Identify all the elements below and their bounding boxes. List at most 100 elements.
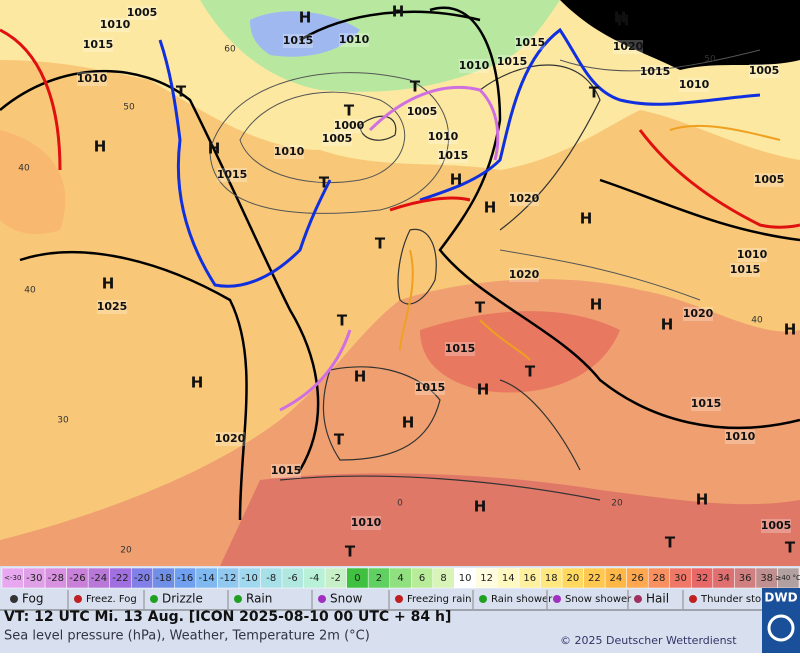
label-halo <box>683 307 713 321</box>
scale-label: 38 <box>760 573 773 584</box>
scale-label: -12 <box>220 573 236 584</box>
isobar-label: 1010 <box>737 248 768 261</box>
grid-label: 50 <box>704 55 716 65</box>
low-center: T <box>525 363 536 381</box>
scale-label: -10 <box>242 573 258 584</box>
scale-label: 20 <box>566 573 579 584</box>
scale-label: -8 <box>266 573 276 584</box>
high-center: H <box>402 414 415 432</box>
label-halo <box>679 78 709 92</box>
isobar-label: 1020 <box>683 307 714 320</box>
scale-label: -22 <box>112 573 128 584</box>
label-halo <box>737 248 767 262</box>
label-halo <box>509 268 539 282</box>
high-center: H <box>696 491 709 509</box>
isobar-label: 1010 <box>339 33 370 46</box>
coastlines <box>279 64 601 501</box>
isobar-label: 1015 <box>445 342 476 355</box>
weather-symbol <box>479 595 487 603</box>
high-center: H <box>617 12 630 30</box>
low-center: T <box>345 543 356 561</box>
low-center: T <box>475 299 486 317</box>
scale-label: 26 <box>631 573 644 584</box>
weather-label: Thunder storm <box>700 594 775 605</box>
isobar-label: 1015 <box>497 55 528 68</box>
high-center: H <box>299 9 312 27</box>
weather-symbol <box>318 595 326 603</box>
scale-label: 30 <box>674 573 687 584</box>
label-halo <box>640 65 670 79</box>
isobar-label: 1020 <box>509 192 540 205</box>
high-center: H <box>477 381 490 399</box>
label-halo <box>351 516 381 530</box>
scale-label: -6 <box>288 573 298 584</box>
isobar-label: 1005 <box>749 64 780 77</box>
low-center: T <box>589 84 600 102</box>
isobar-label: 1010 <box>459 59 490 72</box>
weather-symbol <box>74 595 82 603</box>
isobar-label: 1005 <box>322 132 353 145</box>
weather-label: Rain shower <box>491 594 553 605</box>
grid-label: 20 <box>611 499 623 509</box>
high-center: H <box>474 498 487 516</box>
label-halo <box>415 381 445 395</box>
grid-label: 40 <box>751 316 763 326</box>
label-halo <box>445 342 475 356</box>
scale-label: 6 <box>419 573 425 584</box>
scale-label: -4 <box>309 573 319 584</box>
scale-label: 12 <box>480 573 493 584</box>
high-center: H <box>354 368 367 386</box>
label-halo <box>97 300 127 314</box>
label-halo <box>515 36 545 50</box>
isobar-label: 1010 <box>100 18 131 31</box>
high-center: H <box>94 138 107 156</box>
low-center: T <box>176 83 187 101</box>
grid-label: 50 <box>123 103 135 113</box>
isobar-label: 1005 <box>754 173 785 186</box>
weather-label: Snow shower <box>565 594 632 605</box>
isobar-label: 1000 <box>334 119 365 132</box>
low-center: T <box>337 312 348 330</box>
scale-label: -30 <box>26 573 42 584</box>
scale-label: 36 <box>739 573 752 584</box>
weather-symbol <box>634 595 642 603</box>
high-center: H <box>590 296 603 314</box>
low-center: T <box>665 534 676 552</box>
weather-symbol <box>395 595 403 603</box>
low-center: T <box>375 235 386 253</box>
scale-label: -20 <box>134 573 150 584</box>
label-halo <box>509 192 539 206</box>
grid-label: 40 <box>24 286 36 296</box>
label-halo <box>215 432 245 446</box>
isobar-label: 1010 <box>274 145 305 158</box>
scale-label: 28 <box>653 573 666 584</box>
scale-label: 14 <box>502 573 515 584</box>
isobar-label: 1020 <box>509 268 540 281</box>
high-center: H <box>614 9 627 27</box>
isobar-label: 1015 <box>515 36 546 49</box>
label-halo <box>761 519 791 533</box>
label-halo <box>730 263 760 277</box>
isobar-label: 1015 <box>283 34 314 47</box>
high-center: H <box>484 199 497 217</box>
label-halo <box>497 55 527 69</box>
logo: DWD <box>764 591 797 605</box>
weather-symbol <box>689 595 697 603</box>
label-halo <box>725 430 755 444</box>
isobar-label: 1015 <box>217 168 248 181</box>
weather-label: Fog <box>22 592 43 606</box>
label-halo <box>438 149 468 163</box>
weather-symbol <box>234 595 242 603</box>
scale-label: -24 <box>91 573 107 584</box>
scale-label: 0 <box>354 573 360 584</box>
weather-symbol <box>150 595 158 603</box>
label-halo <box>749 64 779 78</box>
weather-label: Hail <box>646 592 669 606</box>
valid-time: VT: 12 UTC Mi. 13 Aug. [ICON 2025-08-10 … <box>4 609 451 625</box>
map-labels: 1010 1005 1015 1010 1015 1010 1010 1015 1015 1020… <box>18 3 796 561</box>
label-halo <box>613 40 643 54</box>
high-center: H <box>784 321 797 339</box>
grid-label: 40 <box>18 164 30 174</box>
label-halo <box>283 34 313 48</box>
